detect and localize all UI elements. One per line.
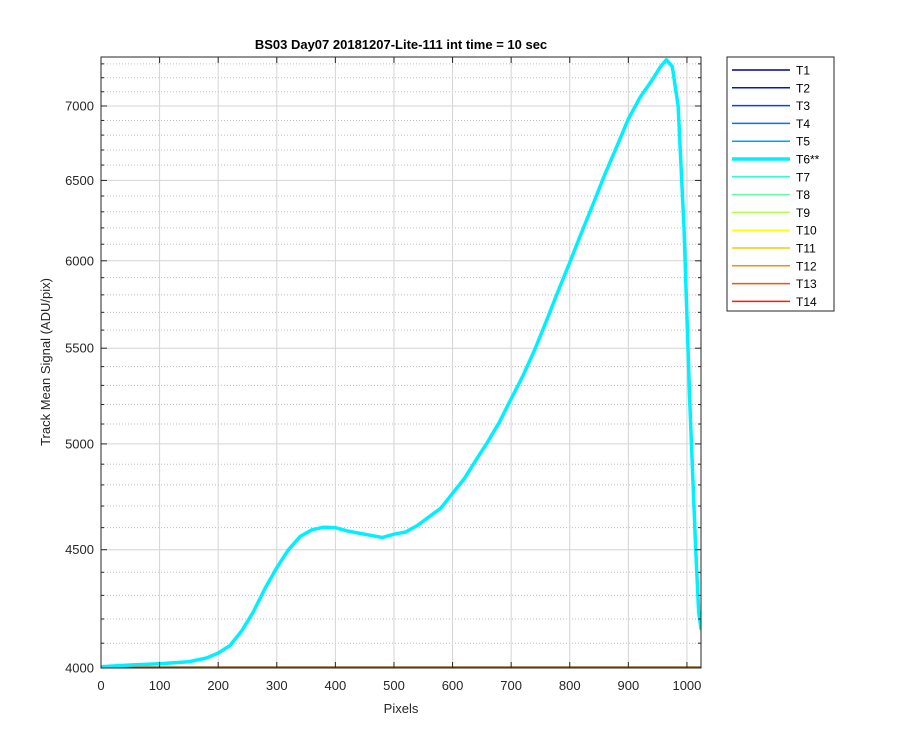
legend-entry: T9	[796, 206, 810, 220]
legend-entry: T14	[796, 295, 817, 309]
plot-area	[101, 57, 701, 668]
x-tick-label: 1000	[672, 678, 701, 693]
legend-entry: T12	[796, 259, 817, 273]
x-tick-label: 100	[149, 678, 171, 693]
legend-entry: T1	[796, 64, 810, 78]
y-tick-labels: 4000 4500 5000 5500 6000 6500 7000	[65, 98, 94, 675]
y-tick-label: 5500	[65, 341, 94, 356]
legend-items: T1 T2 T3 T4 T5 T6** T7 T8 T9 T10 T11 T12 T13 T14	[732, 64, 820, 309]
y-tick-label: 7000	[65, 98, 94, 113]
series-line-t6	[101, 57, 701, 668]
legend-entry: T13	[796, 277, 817, 291]
legend-entry: T7	[796, 170, 810, 184]
legend-entry: T11	[796, 242, 816, 256]
x-tick-label: 300	[266, 678, 288, 693]
y-tick-label: 4000	[65, 661, 94, 676]
x-tick-label: 900	[617, 678, 639, 693]
x-tick-label: 600	[442, 678, 464, 693]
y-tick-label: 6000	[65, 253, 94, 268]
x-tick-labels: 0 100 200 300 400 500 600 700 800 900 1000	[97, 678, 701, 693]
x-tick-label: 800	[559, 678, 581, 693]
legend-entry: T3	[796, 99, 810, 113]
y-tick-label: 4500	[65, 542, 94, 557]
x-tick-label: 400	[325, 678, 347, 693]
legend-entry: T2	[796, 81, 810, 95]
legend-entry: T4	[796, 117, 810, 131]
x-tick-label: 700	[500, 678, 522, 693]
legend-entry: T5	[796, 135, 810, 149]
y-tick-label: 5000	[65, 436, 94, 451]
axes-box	[100, 56, 702, 669]
x-axis-label: Pixels	[384, 701, 419, 716]
legend-entry: T8	[796, 188, 810, 202]
y-axis-label: Track Mean Signal (ADU/pix)	[38, 278, 53, 446]
legend-box	[726, 56, 835, 312]
series-layer	[101, 57, 701, 668]
legend: T1 T2 T3 T4 T5 T6** T7 T8 T9 T10 T11 T12 T13 T14	[726, 56, 835, 312]
x-tick-label: 200	[207, 678, 229, 693]
x-tick-label: 500	[383, 678, 405, 693]
minor-grid	[101, 63, 701, 644]
chart-title: BS03 Day07 20181207-Lite-111 int time = …	[255, 37, 547, 52]
axis-ticks	[100, 57, 701, 669]
legend-entry: T10	[796, 224, 817, 238]
y-tick-label: 6500	[65, 173, 94, 188]
legend-entry: T6**	[796, 153, 820, 167]
x-tick-label: 0	[97, 678, 104, 693]
